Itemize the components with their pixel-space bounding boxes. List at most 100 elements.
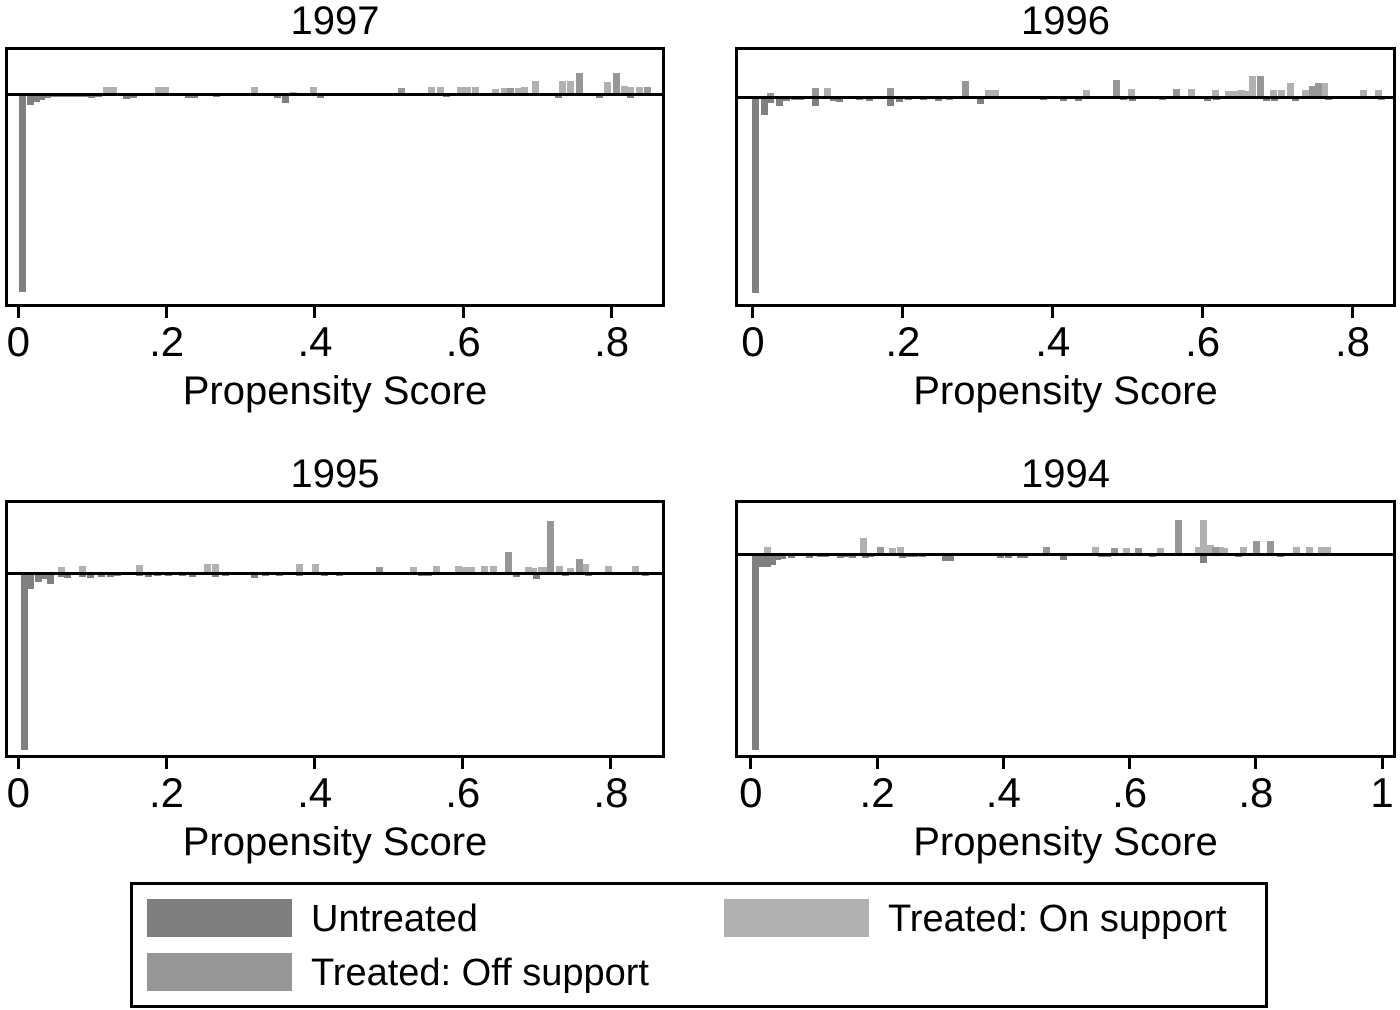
histogram-bar [897, 547, 905, 555]
panel-title: 1996 [1021, 0, 1110, 43]
histogram-bar [992, 90, 1000, 98]
zero-line [738, 553, 1393, 556]
panel-title: 1994 [1021, 452, 1110, 496]
histogram-bar [103, 87, 111, 95]
x-axis-tick [165, 307, 169, 318]
histogram-bar [947, 555, 955, 561]
histogram-bar [251, 574, 259, 578]
histogram-bar [18, 95, 26, 292]
histogram-bar [576, 73, 584, 95]
x-axis-tick-label: .4 [297, 769, 333, 816]
histogram-bar [764, 555, 772, 567]
histogram-bar [1216, 547, 1224, 555]
histogram-bar [1292, 98, 1300, 101]
histogram-bar [1377, 98, 1385, 100]
histogram-bar [489, 566, 497, 574]
histogram-bar [1199, 555, 1207, 563]
histogram-bar [1112, 80, 1120, 98]
x-axis-tick-label: .2 [859, 769, 895, 816]
histogram-bar [136, 574, 144, 576]
histogram-bar [920, 98, 928, 100]
histogram-bar [1249, 76, 1257, 98]
histogram-bar [136, 565, 144, 574]
histogram-bar [1172, 89, 1180, 98]
histogram-bar [1224, 91, 1232, 98]
histogram-bar [877, 547, 885, 555]
histogram-bar [844, 555, 852, 557]
histogram-bar [154, 574, 162, 576]
histogram-bar [417, 574, 425, 576]
x-axis-tick [749, 758, 753, 769]
histogram-bar [1262, 98, 1270, 101]
histogram-bar [1286, 83, 1294, 98]
histogram-bar [97, 574, 105, 577]
histogram-bar [1211, 90, 1219, 98]
x-axis-tick [16, 758, 20, 769]
x-axis-label: Propensity Score [913, 820, 1218, 864]
histogram-bar [1059, 98, 1067, 101]
histogram-bar [816, 555, 824, 557]
treated-on-support-label: Treated: On support [888, 898, 1227, 940]
histogram-bar [74, 95, 82, 97]
panel-title: 1997 [290, 0, 380, 43]
histogram-bar [899, 555, 907, 558]
histogram-bar [432, 566, 440, 574]
x-axis-tick-label: 0 [6, 318, 31, 365]
x-axis-tick [875, 758, 879, 769]
histogram-bar [797, 98, 805, 100]
histogram-bar [274, 95, 282, 98]
x-axis-label: Propensity Score [913, 369, 1218, 413]
histogram-bar [862, 555, 870, 558]
histogram-bar [184, 95, 192, 98]
plot-area [5, 500, 665, 758]
histogram-bar [1016, 555, 1024, 558]
histogram-bar [865, 98, 873, 101]
x-axis-tick-label: .6 [445, 318, 481, 365]
histogram-bar [320, 574, 328, 576]
histogram-bar [1104, 555, 1112, 557]
histogram-bar [895, 98, 903, 102]
x-axis-tick-label: 1 [1370, 769, 1394, 816]
zero-line [8, 572, 662, 575]
histogram-bar [123, 95, 131, 99]
x-axis-tick [164, 758, 168, 769]
panel-1995: 1995 0 .2 .4 .6 .8 Propensity Score [5, 0, 665, 880]
x-axis: 0 .2 .4 .6 .8 [5, 307, 665, 367]
histogram-bar [34, 574, 42, 582]
histogram-bar [94, 95, 102, 97]
histogram-bar [806, 555, 814, 558]
histogram-bar [222, 574, 230, 576]
x-axis: 0 .2 .4 .6 .8 [5, 758, 665, 818]
histogram-bar [976, 98, 984, 104]
histogram-bar [43, 95, 51, 98]
histogram-bar [764, 547, 772, 555]
histogram-bar [397, 88, 405, 95]
histogram-bar [559, 81, 567, 95]
histogram-bar [155, 87, 163, 95]
histogram-bar [1199, 520, 1207, 555]
histogram-bar [554, 95, 562, 98]
histogram-bar [783, 98, 791, 101]
histogram-bar [1317, 547, 1325, 555]
histogram-bar [621, 86, 629, 95]
histogram-bar [1266, 541, 1274, 555]
histogram-bar [144, 574, 152, 577]
histogram-bar [1314, 83, 1322, 98]
histogram-bar [935, 98, 943, 101]
histogram-bar [790, 98, 798, 100]
histogram-bar [442, 95, 450, 97]
x-axis-tick [1051, 307, 1055, 318]
histogram-bar [1323, 547, 1331, 555]
histogram-bar [67, 95, 75, 97]
x-axis-tick-label: .4 [297, 318, 333, 365]
histogram-bar [1206, 545, 1214, 555]
histogram-bar [1252, 541, 1260, 555]
histogram-bar [812, 98, 820, 106]
histogram-bar [57, 574, 65, 577]
histogram-bar [855, 98, 863, 100]
x-axis-tick-label: .2 [885, 318, 921, 365]
histogram-bar [79, 566, 87, 574]
histogram-bar [46, 574, 54, 584]
histogram-bar [1256, 76, 1264, 98]
